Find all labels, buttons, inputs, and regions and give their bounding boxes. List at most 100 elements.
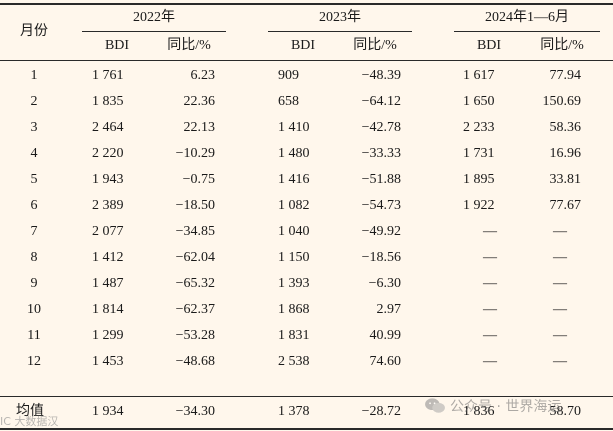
group-header-2022: 2022年 <box>133 10 175 25</box>
cell-yoy-2023: −6.30 <box>368 276 401 291</box>
cell-month: 2 <box>30 94 38 109</box>
cell-bdi-2022: 1 412 <box>92 250 124 265</box>
cell-yoy-2023: −48.39 <box>361 68 401 83</box>
cell-yoy-2023: 74.60 <box>369 354 402 369</box>
cell-month: 5 <box>30 172 38 187</box>
average-label: 均值 <box>16 404 44 419</box>
cell-bdi-2022: 1 943 <box>92 172 124 187</box>
watermark-text: 公众号 · 世界海运 <box>450 399 562 415</box>
cell-month: 10 <box>27 302 41 317</box>
cell-yoy-2022: 6.23 <box>190 68 216 83</box>
cell-yoy-2022: −65.32 <box>175 276 215 291</box>
average-bdi-2024: 1 836 <box>463 404 495 419</box>
cell-bdi-2024: — <box>483 276 497 291</box>
sub-header-yoy-2024: 同比/% <box>540 38 584 53</box>
cell-bdi-2023: 658 <box>278 94 299 109</box>
average-yoy-2024: 58.70 <box>549 404 582 419</box>
cell-yoy-2024: — <box>553 224 567 239</box>
cell-bdi-2022: 1 814 <box>92 302 124 317</box>
cell-bdi-2023: 1 480 <box>278 146 310 161</box>
cell-yoy-2022: −34.85 <box>175 224 215 239</box>
cell-yoy-2024: 33.81 <box>549 172 582 187</box>
group-header-2024: 2024年1—6月 <box>485 10 569 25</box>
cell-bdi-2023: 1 393 <box>278 276 310 291</box>
cell-yoy-2023: −33.33 <box>361 146 401 161</box>
cell-yoy-2022: −62.37 <box>175 302 215 317</box>
cell-yoy-2022: −48.68 <box>175 354 215 369</box>
sub-header-bdi-2024: BDI <box>476 38 502 53</box>
cell-yoy-2024: — <box>553 354 567 369</box>
cell-bdi-2023: 909 <box>278 68 299 83</box>
cell-yoy-2022: −53.28 <box>175 328 215 343</box>
cell-month: 6 <box>30 198 38 213</box>
cell-month: 3 <box>30 120 38 135</box>
sub-header-bdi-2023: BDI <box>290 38 316 53</box>
average-bdi-2023: 1 378 <box>278 404 310 419</box>
cell-bdi-2024: — <box>483 224 497 239</box>
cell-bdi-2023: 1 150 <box>278 250 310 265</box>
cell-yoy-2024: — <box>553 328 567 343</box>
cell-yoy-2023: −49.92 <box>361 224 401 239</box>
cell-bdi-2024: — <box>483 354 497 369</box>
watermark-left-text: IC 大数据汉 <box>0 415 59 428</box>
cell-bdi-2024: 1 650 <box>463 94 495 109</box>
cell-yoy-2023: −64.12 <box>361 94 401 109</box>
cell-yoy-2024: 16.96 <box>549 146 582 161</box>
cell-bdi-2022: 1 453 <box>92 354 124 369</box>
cell-bdi-2024: 1 731 <box>463 146 495 161</box>
group-header-2023: 2023年 <box>319 10 361 25</box>
month-header: 月份 <box>20 24 48 39</box>
cell-month: 9 <box>30 276 38 291</box>
group-2024-underline <box>454 31 600 32</box>
cell-bdi-2024: — <box>483 328 497 343</box>
wechat-watermark: 公众号 · 世界海运 <box>424 395 561 417</box>
cell-yoy-2023: −18.56 <box>361 250 401 265</box>
wechat-icon <box>425 398 445 413</box>
cell-month: 1 <box>30 68 38 83</box>
cell-month: 11 <box>27 328 41 343</box>
cell-month: 4 <box>30 146 38 161</box>
cell-bdi-2023: 1 831 <box>278 328 310 343</box>
cell-yoy-2023: −54.73 <box>361 198 401 213</box>
cell-yoy-2022: 22.13 <box>183 120 216 135</box>
cell-bdi-2022: 1 761 <box>92 68 124 83</box>
cell-yoy-2024: — <box>553 250 567 265</box>
average-yoy-2023: −28.72 <box>361 404 401 419</box>
cell-bdi-2024: 1 617 <box>463 68 495 83</box>
group-2022-underline <box>82 31 226 32</box>
average-yoy-2022: −34.30 <box>175 404 215 419</box>
average-bdi-2022: 1 934 <box>92 404 124 419</box>
cell-bdi-2023: 1 410 <box>278 120 310 135</box>
cell-yoy-2023: −42.78 <box>361 120 401 135</box>
cell-month: 7 <box>30 224 38 239</box>
cell-bdi-2023: 1 040 <box>278 224 310 239</box>
table-top-rule <box>0 3 613 5</box>
sub-header-bdi-2022: BDI <box>104 38 130 53</box>
table-bottom-rule <box>0 428 613 430</box>
cell-yoy-2022: −10.29 <box>175 146 215 161</box>
cell-yoy-2023: 40.99 <box>369 328 402 343</box>
cell-yoy-2022: −18.50 <box>175 198 215 213</box>
cell-yoy-2024: 58.36 <box>549 120 582 135</box>
cell-yoy-2024: 150.69 <box>542 94 582 109</box>
cell-bdi-2022: 2 077 <box>92 224 124 239</box>
cell-month: 8 <box>30 250 38 265</box>
cell-yoy-2024: — <box>553 302 567 317</box>
cell-bdi-2022: 2 220 <box>92 146 124 161</box>
cell-bdi-2024: — <box>483 302 497 317</box>
cell-bdi-2022: 2 464 <box>92 120 124 135</box>
cell-yoy-2022: 22.36 <box>183 94 216 109</box>
cell-yoy-2023: −51.88 <box>361 172 401 187</box>
cell-yoy-2022: −62.04 <box>175 250 215 265</box>
cell-yoy-2024: — <box>553 276 567 291</box>
cell-bdi-2023: 1 868 <box>278 302 310 317</box>
cell-bdi-2022: 2 389 <box>92 198 124 213</box>
cell-bdi-2022: 1 299 <box>92 328 124 343</box>
cell-bdi-2022: 1 835 <box>92 94 124 109</box>
cell-bdi-2023: 2 538 <box>278 354 310 369</box>
cell-yoy-2022: −0.75 <box>182 172 215 187</box>
cell-yoy-2024: 77.94 <box>549 68 582 83</box>
cell-yoy-2023: 2.97 <box>376 302 402 317</box>
cell-yoy-2024: 77.67 <box>549 198 582 213</box>
